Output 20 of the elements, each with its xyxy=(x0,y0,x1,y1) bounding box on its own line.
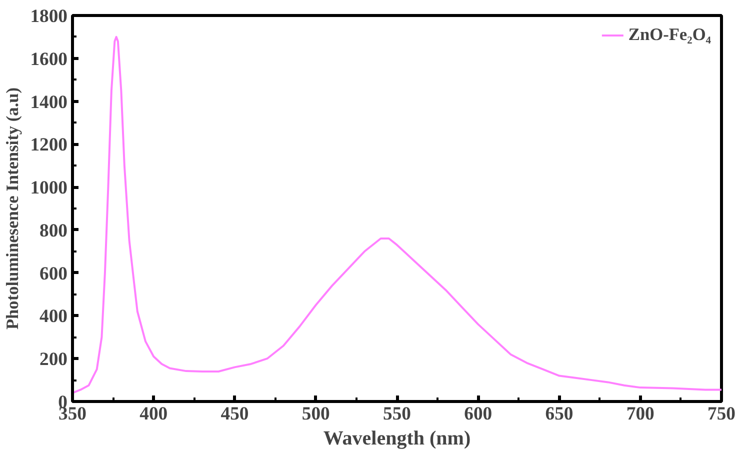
x-tick-label: 600 xyxy=(464,404,492,424)
x-tick-label: 550 xyxy=(383,404,411,424)
y-tick-label: 1800 xyxy=(30,6,68,27)
legend-label: ZnO-Fe₂O₄ xyxy=(628,25,711,45)
y-axis-title: Photoluminesence Intensity (a.u) xyxy=(3,87,22,330)
y-tick-label: 1200 xyxy=(30,134,68,156)
y-tick-label: 200 xyxy=(40,349,68,370)
x-tick-label: 400 xyxy=(140,404,168,424)
x-tick-label: 750 xyxy=(708,404,736,424)
x-tick-label: 650 xyxy=(545,404,574,424)
y-tick-label: 1400 xyxy=(30,92,68,113)
x-axis-title: Wavelength (nm) xyxy=(323,428,471,450)
y-tick-label: 1600 xyxy=(30,48,68,70)
x-tick-label: 500 xyxy=(302,404,330,424)
x-tick-label: 450 xyxy=(220,404,249,424)
y-tick-label: 400 xyxy=(40,306,68,328)
x-tick-label: 700 xyxy=(626,404,654,424)
y-tick-label: 600 xyxy=(40,263,68,284)
y-tick-label: 800 xyxy=(40,220,68,242)
y-tick-label: 1000 xyxy=(30,178,68,199)
